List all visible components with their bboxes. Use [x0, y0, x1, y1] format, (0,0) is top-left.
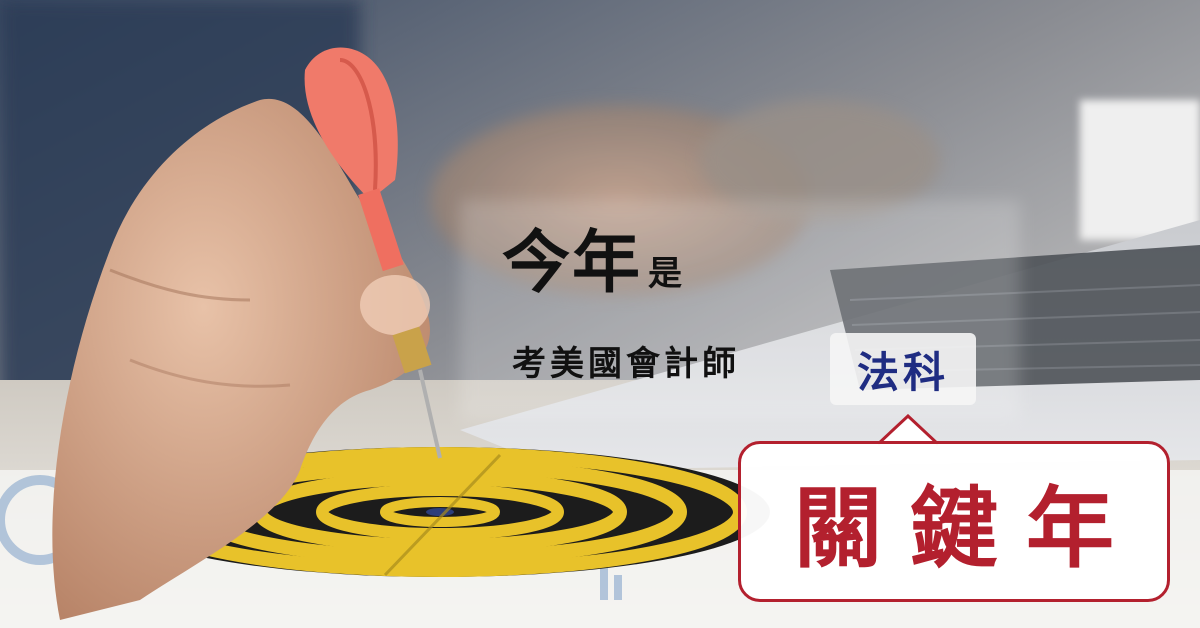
- key-year-text: 關鍵年: [793, 477, 1142, 580]
- headline-line1: 今年 是: [502, 228, 682, 300]
- key-year-callout: 關鍵年: [738, 441, 1170, 602]
- dart-icon: [304, 47, 442, 459]
- headline-is: 是: [648, 254, 683, 294]
- subject-highlight: 法科: [830, 333, 976, 405]
- hand-illustration: [52, 98, 430, 621]
- subject-label: 法科: [856, 347, 949, 397]
- headline-line2: 考美國會計師: [512, 344, 740, 384]
- headline-this-year: 今年: [502, 224, 643, 303]
